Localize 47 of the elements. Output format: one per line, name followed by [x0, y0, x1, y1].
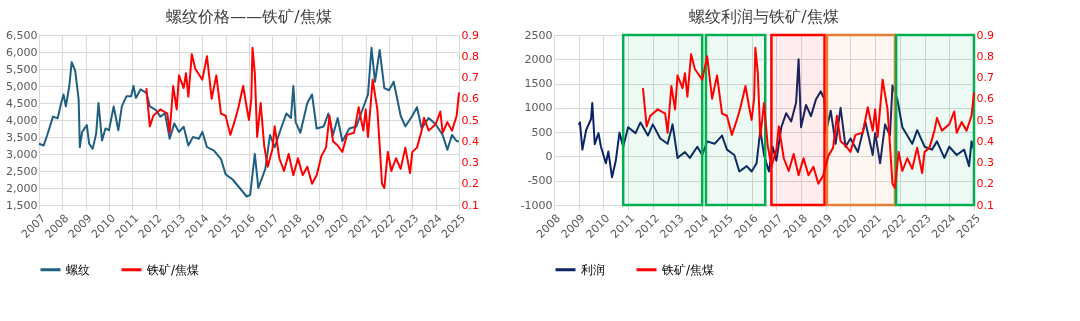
legend-label: 利润 [581, 262, 605, 277]
y2-tick-label: 0.4 [976, 134, 994, 148]
y2-tick-label: 0.3 [461, 156, 479, 169]
y2-tick-label: 0.5 [976, 113, 994, 127]
y2-tick-label: 0.7 [461, 71, 479, 84]
y2-tick-label: 0.1 [976, 198, 994, 212]
y-tick-label: 1,500 [6, 198, 38, 212]
y2-tick-label: 0.2 [461, 177, 479, 191]
y2-tick-label: 0.8 [976, 49, 994, 63]
y2-tick-label: 0.5 [461, 113, 479, 127]
line-series [145, 46, 460, 189]
y-tick-label: 2000 [524, 52, 553, 66]
y-tick-label: -1000 [520, 198, 553, 212]
legend-label: 螺纹 [66, 262, 90, 277]
y-tick-label: 3,000 [6, 147, 38, 161]
y-tick-label: 1500 [524, 77, 553, 91]
chart-title: 螺纹价格——铁矿/焦煤 [166, 7, 332, 26]
y2-tick-label: 0.8 [461, 49, 479, 63]
y2-tick-label: 0.4 [461, 134, 479, 148]
y-tick-label: 2,500 [6, 164, 38, 178]
y2-tick-label: 0.3 [976, 156, 994, 169]
y2-tick-label: 0.9 [976, 28, 994, 42]
y2-tick-label: 0.7 [976, 71, 994, 84]
y-tick-label: 500 [531, 125, 553, 139]
y-tick-label: 1000 [524, 101, 553, 115]
y-tick-label: 6,000 [6, 45, 38, 59]
y-tick-label: 0 [545, 149, 553, 163]
line-series [38, 46, 460, 198]
y-tick-label: 6,500 [6, 28, 38, 42]
y2-tick-label: 0.2 [976, 177, 994, 191]
y2-tick-label: 0.6 [976, 92, 994, 106]
y-tick-label: 3,500 [6, 130, 38, 144]
y-tick-label: 5,000 [6, 79, 38, 93]
legend-label: 铁矿/焦煤 [146, 262, 200, 277]
line-series [577, 58, 975, 179]
chart-title: 螺纹利润与铁矿/焦煤 [689, 7, 839, 26]
y2-tick-label: 0.6 [461, 92, 479, 106]
y-tick-label: -500 [527, 174, 553, 188]
y2-tick-label: 0.1 [461, 198, 479, 212]
y-tick-label: 2,000 [6, 181, 38, 195]
y-tick-label: 4,500 [6, 96, 38, 110]
legend-label: 铁矿/焦煤 [661, 262, 715, 277]
y-tick-label: 2500 [524, 28, 553, 42]
line-series [641, 46, 975, 189]
y2-tick-label: 0.9 [461, 28, 479, 42]
y-tick-label: 4,000 [6, 113, 38, 127]
y-tick-label: 5,500 [6, 62, 38, 76]
